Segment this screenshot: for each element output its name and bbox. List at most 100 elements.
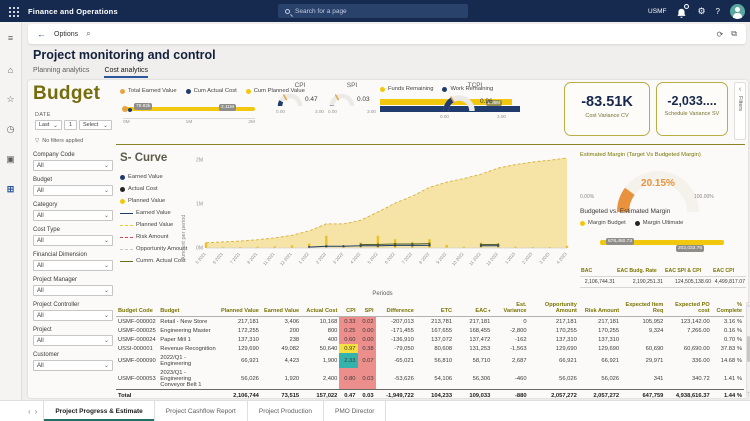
- table-row-ussi-000001[interactable]: USSI-000001 Revenue Recognition 129,690 49,…: [116, 344, 744, 353]
- svg-text:4 2022: 4 2022: [349, 251, 362, 265]
- date-value-input[interactable]: 1: [64, 120, 77, 130]
- cell-pct: 0.70 %: [723, 336, 742, 343]
- slicer-dropdown[interactable]: All ⌄: [33, 335, 113, 346]
- col-header-risk-amount[interactable]: Risk Amount: [578, 300, 622, 317]
- module-icon[interactable]: ▣: [6, 154, 15, 164]
- col-header-expected-item-req[interactable]: Expected Item Req: [621, 300, 666, 317]
- cell-ev: 4,423: [284, 357, 300, 364]
- chevron-down-icon: ⌄: [103, 163, 109, 169]
- popout-icon[interactable]: ⧉: [731, 29, 737, 38]
- filters-pane-toggle[interactable]: ‹ Filters: [734, 82, 746, 140]
- col-header-complete[interactable]: % Complete: [711, 300, 744, 317]
- col-header-cpi[interactable]: CPI: [339, 300, 358, 317]
- date-mode-dropdown[interactable]: Last ⌄: [35, 120, 62, 130]
- col-header-etc[interactable]: ETC: [415, 300, 455, 317]
- notifications-button[interactable]: [676, 3, 690, 18]
- slicer-dropdown[interactable]: All ⌄: [33, 260, 113, 271]
- slicer-dropdown[interactable]: All ⌄: [33, 310, 113, 321]
- margin-gauge[interactable]: [584, 164, 732, 216]
- svg-text:9 2022: 9 2022: [435, 251, 448, 265]
- user-avatar[interactable]: [730, 3, 745, 19]
- table-row-usmf-000090[interactable]: USMF-000090 2022/Q1 - Engineering 66,921 4,…: [116, 353, 744, 368]
- col-header-planned-value[interactable]: Planned Value: [218, 300, 261, 317]
- report-tab-project-cashflow-report[interactable]: Project Cashflow Report: [155, 401, 248, 421]
- stat-header-eac-spi-cpi: EAC SPI & CPI: [664, 266, 712, 277]
- svg-text:11 2022: 11 2022: [468, 251, 482, 266]
- back-button[interactable]: ←: [37, 29, 46, 39]
- refresh-icon[interactable]: ⟳: [716, 29, 724, 39]
- slicer-dropdown[interactable]: All ⌄: [33, 160, 113, 171]
- star-icon[interactable]: ☆: [6, 94, 15, 104]
- settings-button[interactable]: ⚙: [697, 5, 706, 16]
- cell-opp: 137,310: [555, 336, 577, 343]
- menu-icon[interactable]: ≡: [7, 32, 14, 43]
- scroll-thumb[interactable]: [747, 336, 750, 362]
- budget-linear-gauge[interactable]: 79.82k 2.11M 0M 1M 2M: [122, 101, 263, 127]
- recent-icon[interactable]: ◷: [6, 124, 15, 134]
- tab-cost-analytics[interactable]: Cost analytics: [104, 67, 149, 78]
- table-scrollbar[interactable]: ˄ ˅: [746, 302, 750, 396]
- col-header-earned-value[interactable]: Earned Value: [260, 300, 302, 317]
- schedule-variance-card[interactable]: -2,033.... Schedule Variance SV: [656, 82, 728, 136]
- table-row-usmf-000002[interactable]: USMF-000002 Retail - New Store 217,181 3,40…: [116, 316, 744, 326]
- col-header-difference[interactable]: Difference: [375, 300, 416, 317]
- tcpi-gauge[interactable]: TCPI 0.96 0.00 3.00: [440, 82, 510, 122]
- col-header-est-variance[interactable]: Est. Variance: [492, 300, 529, 317]
- total-code: Total: [116, 389, 159, 401]
- slicer-dropdown[interactable]: All ⌄: [33, 285, 113, 296]
- report-tab-pmo-director[interactable]: PMO Director: [324, 401, 387, 421]
- cpi-gauge[interactable]: CPI 0.47 0.00 3.00: [276, 82, 324, 116]
- cell-diff: -53,626: [394, 375, 414, 382]
- gauge-arc: [329, 91, 357, 110]
- home-icon[interactable]: ⌂: [7, 64, 14, 75]
- table-row-usmf-000025[interactable]: USMF-000025 Engineering Master 172,255 200 8…: [116, 326, 744, 335]
- tab-planning-analytics[interactable]: Planning analytics: [33, 67, 90, 74]
- cost-variance-card[interactable]: -83.51K Cost Variance CV: [564, 82, 650, 136]
- margin-bullet-chart[interactable]: 678,450.73 202,033.76: [600, 232, 732, 256]
- gauge-right-label: 2.11M: [219, 104, 236, 111]
- company-selector[interactable]: USMF: [648, 7, 667, 15]
- chevron-down-icon: ⌄: [103, 338, 109, 344]
- scroll-down-icon[interactable]: ˅: [747, 390, 750, 395]
- slicer-dropdown[interactable]: All ⌄: [33, 210, 113, 221]
- table-row-usmf-000024[interactable]: USMF-000024 Paper Mill 1 137,310 238 400 0.60…: [116, 335, 744, 344]
- report-tab-project-progress-estimate[interactable]: Project Progress & Estimate: [43, 401, 155, 421]
- scurve-chart[interactable]: 0M 1M 2M 5 2021 6 2021 7 2021 8 2021 11 2021 12 …: [190, 150, 575, 294]
- cell-risk: 56,026: [601, 375, 620, 382]
- cell-cpi: 0.25: [339, 326, 358, 335]
- total-eac: 109,033: [454, 389, 493, 401]
- slicer-dropdown[interactable]: All ⌄: [33, 185, 113, 196]
- cell-pocost: 340.72: [691, 375, 710, 382]
- svg-text:7 2022: 7 2022: [401, 251, 414, 265]
- legend-item-cum-planned-value: Cum Planned Value: [245, 88, 305, 94]
- toolbar-search-icon[interactable]: ⌕: [86, 29, 91, 38]
- scroll-up-icon[interactable]: ˄: [747, 303, 750, 308]
- slicer-dropdown[interactable]: All ⌄: [33, 360, 113, 371]
- table-row-usmf-000053[interactable]: USMF-000053 2023/Q1 - Engineering Conveyo…: [116, 368, 744, 390]
- cell-diff: -136,910: [390, 336, 414, 343]
- slicer-dropdown[interactable]: All ⌄: [33, 235, 113, 246]
- col-header-spi[interactable]: SPI: [357, 300, 376, 317]
- col-header-expected-po-cost[interactable]: Expected PO cost: [665, 300, 712, 317]
- stat-value-eac-spi-cpi: 124,505,138.60: [664, 277, 712, 288]
- cell-code: USSI-000001: [118, 345, 153, 352]
- tabs-prev-icon[interactable]: ‹: [28, 406, 31, 416]
- report-tab-project-production[interactable]: Project Production: [248, 401, 324, 421]
- search-input[interactable]: Search for a page: [278, 4, 468, 18]
- scurve-y-axis-label: Amount per period: [181, 214, 187, 260]
- col-header-budget[interactable]: Budget: [158, 300, 219, 317]
- workspace-icon[interactable]: ⊞: [6, 184, 15, 194]
- col-header-eac[interactable]: EAC ▾: [454, 300, 493, 317]
- slicer-cost-type: Cost Type All ⌄: [33, 227, 113, 246]
- spi-gauge[interactable]: SPI 0.03 0.00 3.00: [328, 82, 376, 116]
- waffle-menu-icon[interactable]: [8, 5, 19, 17]
- options-button[interactable]: Options: [54, 30, 79, 38]
- col-header-actual-cost[interactable]: Actual Cost: [301, 300, 340, 317]
- date-unit-dropdown[interactable]: Select ⌄: [79, 120, 112, 130]
- help-button[interactable]: ?: [715, 6, 720, 16]
- col-header-opportunity-amount[interactable]: Opportunity Amount: [528, 300, 579, 317]
- tabs-next-icon[interactable]: ›: [34, 406, 38, 416]
- col-header-budget-code[interactable]: Budget Code: [116, 300, 159, 317]
- slicer-financial-dimension: Financial Dimension All ⌄: [33, 252, 113, 271]
